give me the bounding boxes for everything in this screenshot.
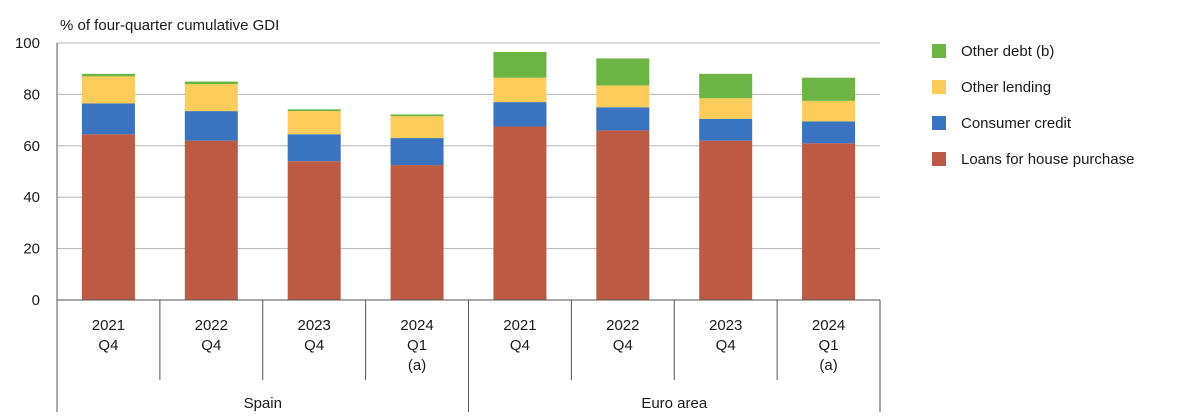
legend-label: Loans for house purchase [961,151,1134,168]
bar-segment-loans-for-house-purchase [81,134,135,300]
bar-segment-consumer-credit [699,118,753,141]
bar-segment-other-debt-b [802,77,856,101]
y-tick-label: 20 [23,241,40,258]
x-category-label: Q1 [819,337,839,354]
bar-segment-loans-for-house-purchase [184,140,238,300]
x-category-label: Q1 [407,337,427,354]
x-category-label: Q4 [98,337,118,354]
legend-label: Other lending [961,79,1051,96]
bar-segment-other-debt-b [81,73,135,77]
x-category-label: Q4 [716,337,736,354]
bar-segment-other-lending [390,116,444,139]
bar-segment-consumer-credit [596,107,650,131]
legend-label: Other debt (b) [961,43,1054,60]
legend-swatch [932,152,946,166]
x-category-label: 2021 [92,317,125,334]
x-category-label: 2024 [812,317,845,334]
x-category-label: 2024 [400,317,433,334]
legend: Other debt (b) Other lending Consumer cred… [932,43,1134,168]
legend-label: Consumer credit [961,115,1072,132]
x-group-label: Spain [244,395,282,412]
x-category-labels: 2021 Q4 2022 Q4 2023 Q4 2024 Q1 (a) 2021 Q4 2022 Q4 2… [92,317,846,412]
y-tick-label: 100 [15,35,40,52]
bar-segment-loans-for-house-purchase [390,165,444,300]
y-tick-label: 80 [23,86,40,103]
bar-segment-other-debt-b [184,81,238,85]
bar-segment-loans-for-house-purchase [802,143,856,300]
bar-segment-consumer-credit [802,121,856,144]
bar-segment-other-debt-b [287,109,341,112]
bar-segment-other-lending [184,84,238,112]
bar-segment-other-debt-b [390,114,444,117]
x-category-label: 2023 [709,317,742,334]
bar-segment-consumer-credit [81,103,135,135]
bar-segment-loans-for-house-purchase [699,140,753,300]
bar-segment-other-lending [596,85,650,108]
x-category-label: (a) [819,357,837,374]
x-category-label: Q4 [613,337,633,354]
gridlines [57,42,880,250]
x-category-label: Q4 [201,337,221,354]
x-category-label: Q4 [510,337,530,354]
bar-segment-other-debt-b [596,58,650,86]
bar-segment-loans-for-house-purchase [493,126,547,301]
bar-segment-consumer-credit [287,134,341,162]
y-tick-label: 60 [23,138,40,155]
axes [56,43,881,412]
bar-segment-other-debt-b [699,73,753,99]
bar-segment-other-lending [287,111,341,135]
x-group-label: Euro area [641,395,708,412]
bar-segment-other-lending [81,76,135,104]
x-category-label: 2022 [606,317,639,334]
x-category-label: 2021 [503,317,536,334]
bar-segment-loans-for-house-purchase [596,130,650,300]
bar-segment-consumer-credit [493,102,547,127]
bar-segment-other-lending [699,98,753,119]
x-category-label: 2023 [298,317,331,334]
legend-swatch [932,44,946,58]
bar-segment-loans-for-house-purchase [287,161,341,300]
legend-swatch [932,116,946,130]
x-category-label: (a) [408,357,426,374]
legend-swatch [932,80,946,94]
bar-stacks [81,51,856,301]
bar-segment-other-lending [493,77,547,103]
bar-segment-consumer-credit [184,111,238,141]
y-tick-labels: 0 20 40 60 80 100 [15,35,40,309]
bar-segment-other-debt-b [493,51,547,78]
bar-segment-consumer-credit [390,138,444,166]
x-category-label: Q4 [304,337,324,354]
x-category-label: 2022 [195,317,228,334]
y-axis-title: % of four-quarter cumulative GDI [60,17,279,34]
y-tick-label: 40 [23,189,40,206]
bar-segment-other-lending [802,100,856,122]
y-tick-label: 0 [32,292,40,309]
